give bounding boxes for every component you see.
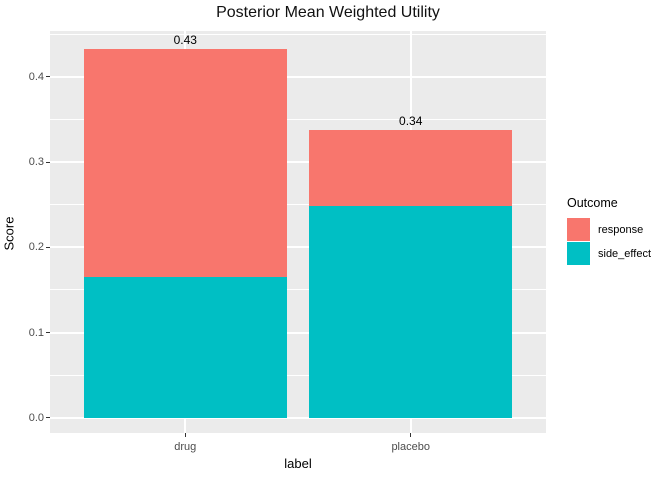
legend-label: side_effect [598, 247, 652, 260]
y-tick-label: 0.3 [28, 156, 44, 169]
bar-segment-response-placebo [309, 129, 513, 207]
chart-title: Posterior Mean Weighted Utility [216, 4, 440, 21]
x-tick-mark [184, 433, 186, 437]
legend-label: response [598, 223, 644, 236]
y-tick-label: 0.4 [28, 70, 44, 83]
bar-total-label-placebo: 0.34 [399, 113, 423, 128]
y-tick-mark [45, 332, 50, 333]
y-tick-label: 0.1 [28, 326, 44, 339]
major-gridline [50, 161, 546, 164]
y-tick-label: 0.2 [28, 241, 44, 254]
y-tick-label: 0.0 [28, 411, 44, 424]
legend-swatch-side_effect [567, 242, 590, 265]
y-tick-mark [45, 76, 50, 78]
legend: Outcome response side_effect [567, 196, 651, 266]
major-gridline [50, 246, 546, 249]
x-tick-label-placebo: placebo [391, 441, 430, 453]
x-axis-title: label [284, 456, 312, 471]
major-gridline [50, 75, 546, 78]
x-tick-label-drug: drug [174, 441, 197, 453]
legend-item-response: response [567, 218, 651, 241]
minor-gridline [50, 33, 546, 35]
x-tick-mark [410, 433, 412, 437]
minor-gridline [50, 204, 546, 206]
major-gridline [50, 331, 546, 334]
plot-panel [50, 31, 546, 433]
minor-gridline [50, 119, 546, 121]
y-tick-mark [45, 161, 50, 163]
bar-segment-side_effect-drug [83, 277, 287, 418]
legend-title: Outcome [567, 196, 618, 210]
legend-items: response side_effect [567, 218, 651, 265]
minor-gridline [50, 374, 546, 376]
bar-total-label-drug: 0.43 [173, 32, 197, 47]
y-tick-mark [45, 246, 50, 248]
legend-swatch-response [567, 218, 590, 241]
legend-item-side_effect: side_effect [567, 242, 651, 265]
y-tick-mark [45, 417, 50, 419]
y-axis-title: Score [1, 216, 17, 251]
major-gridline [50, 416, 546, 419]
bar-segment-side_effect-placebo [309, 206, 513, 418]
minor-gridline [50, 289, 546, 291]
bar-segment-response-drug [83, 48, 287, 278]
